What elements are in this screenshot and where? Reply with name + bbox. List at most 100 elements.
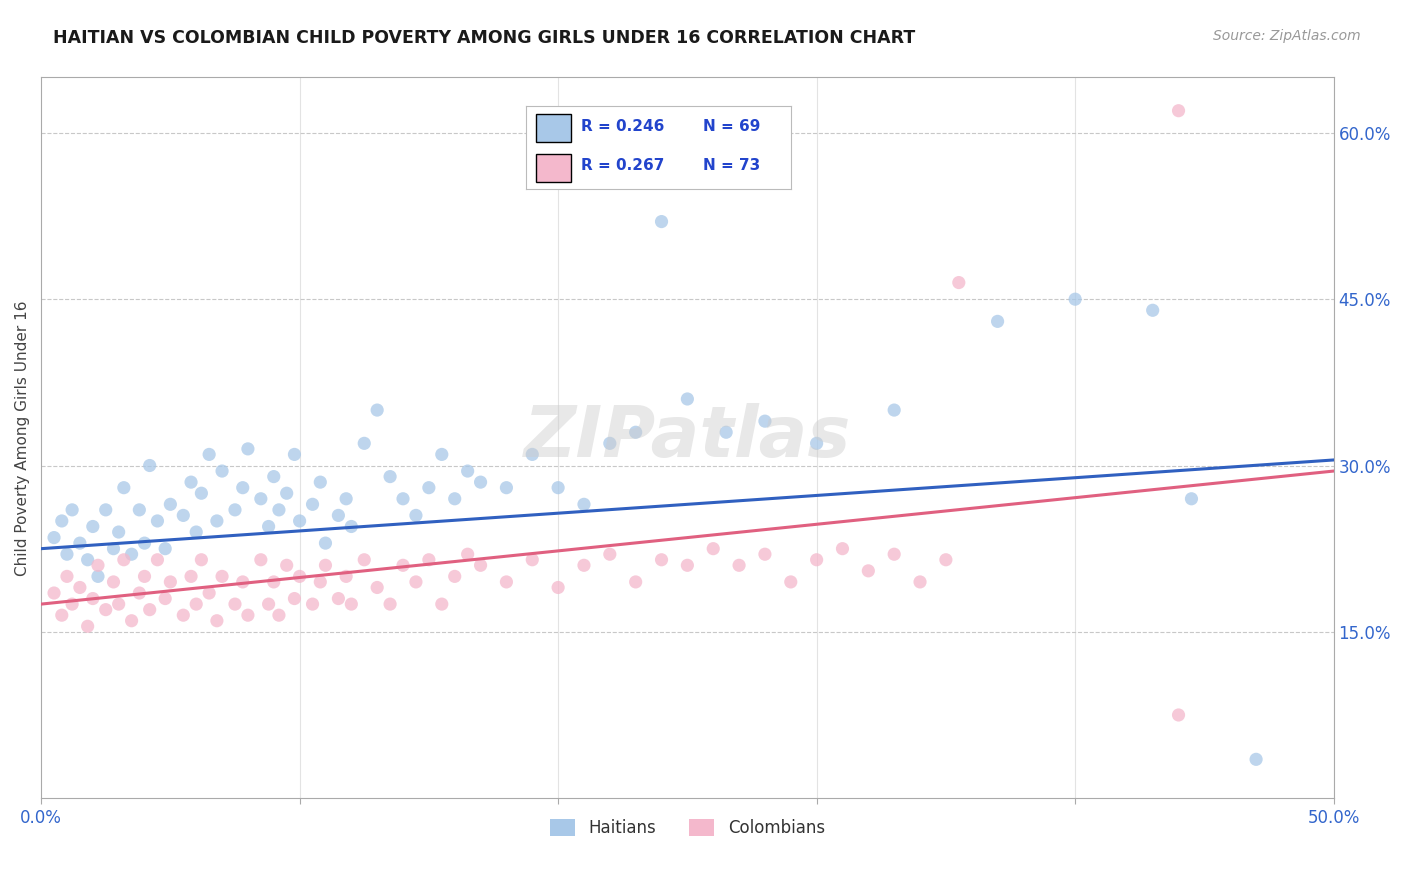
Point [250,491,273,506]
Point [112,553,135,567]
Point [153,541,176,556]
Point [624,574,647,589]
Point [128,503,150,517]
Point [392,558,415,573]
Point [250,553,273,567]
Point [267,503,290,517]
Point [236,442,259,456]
Point [159,574,181,589]
Point [205,614,228,628]
Point [676,558,699,573]
Point [572,497,595,511]
Text: HAITIAN VS COLOMBIAN CHILD POVERTY AMONG GIRLS UNDER 16 CORRELATION CHART: HAITIAN VS COLOMBIAN CHILD POVERTY AMONG… [53,29,915,46]
Point [987,314,1010,328]
Y-axis label: Child Poverty Among Girls Under 16: Child Poverty Among Girls Under 16 [15,300,30,575]
Point [754,547,776,561]
Point [51,514,73,528]
Point [82,519,104,533]
Point [236,608,259,623]
Point [257,519,280,533]
Point [190,486,212,500]
Point [205,514,228,528]
Point [138,458,160,473]
Point [56,569,79,583]
Point [522,447,544,461]
Point [76,619,98,633]
Point [107,597,129,611]
Point [186,597,208,611]
Point [263,469,285,483]
Point [42,586,65,600]
Point [335,491,357,506]
Point [599,547,621,561]
Point [831,541,853,556]
Point [107,524,129,539]
Point [232,481,254,495]
Point [103,541,125,556]
Point [288,569,311,583]
Point [153,591,176,606]
Point [134,536,156,550]
Point [263,574,285,589]
Point [1167,708,1189,723]
Point [159,497,181,511]
Point [430,447,453,461]
Point [180,475,202,490]
Point [340,597,363,611]
Point [353,436,375,450]
Point [76,553,98,567]
Point [806,553,828,567]
Point [301,597,323,611]
Point [495,574,517,589]
Point [172,508,194,523]
Point [138,602,160,616]
Point [754,414,776,428]
Point [1167,103,1189,118]
Point [443,569,465,583]
Point [457,464,479,478]
Legend: Haitians, Colombians: Haitians, Colombians [543,813,831,844]
Point [1064,292,1087,306]
Point [353,553,375,567]
Point [276,558,298,573]
Point [211,569,233,583]
Text: ZIPatlas: ZIPatlas [523,403,851,472]
Point [309,475,332,490]
Point [198,447,221,461]
Point [806,436,828,450]
Point [547,481,569,495]
Point [547,581,569,595]
Point [443,491,465,506]
Point [257,597,280,611]
Point [121,614,143,628]
Point [87,569,110,583]
Point [495,481,517,495]
Point [283,591,305,606]
Point [522,553,544,567]
Point [276,486,298,500]
Point [112,481,135,495]
Point [60,503,83,517]
Point [267,608,290,623]
Point [283,447,305,461]
Point [309,574,332,589]
Point [714,425,737,440]
Point [340,519,363,533]
Point [56,547,79,561]
Point [858,564,880,578]
Point [128,586,150,600]
Point [51,608,73,623]
Point [405,574,427,589]
Point [572,558,595,573]
Point [134,569,156,583]
Point [146,553,169,567]
Point [224,597,246,611]
Point [1142,303,1164,318]
Point [599,436,621,450]
Point [651,214,673,228]
Point [69,536,91,550]
Point [1244,752,1267,766]
Point [418,553,440,567]
Point [172,608,194,623]
Point [676,392,699,406]
